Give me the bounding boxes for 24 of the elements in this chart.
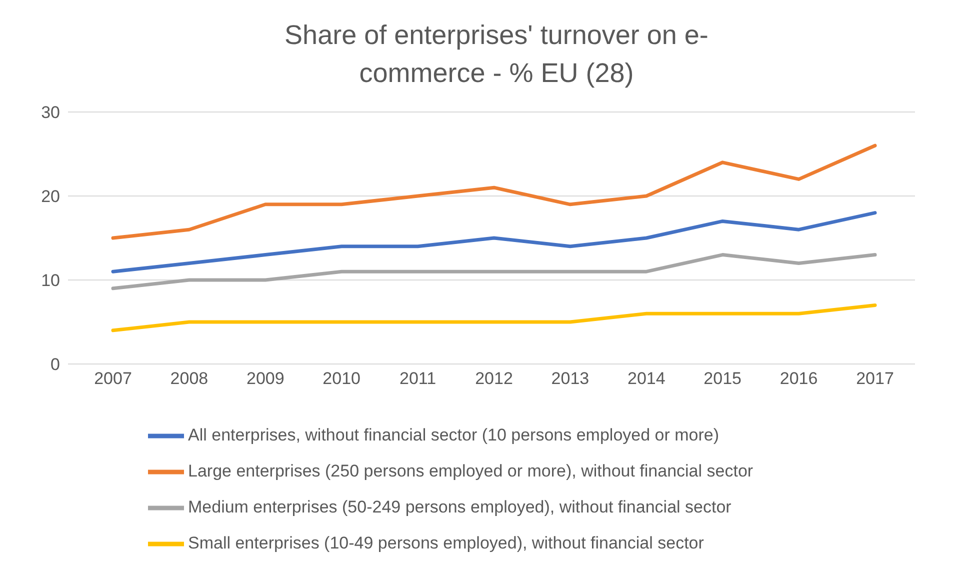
x-tick-label: 2011 bbox=[400, 369, 436, 388]
y-tick-label: 0 bbox=[50, 355, 60, 374]
legend-label: Large enterprises (250 persons employed or more), without financial sector bbox=[188, 461, 754, 480]
legend-label: All enterprises, without financial sector (10 persons employed or more) bbox=[188, 425, 720, 444]
x-tick-label: 2010 bbox=[322, 369, 361, 388]
x-tick-label: 2015 bbox=[704, 369, 742, 388]
line-series bbox=[111, 144, 877, 240]
legend-label: Small enterprises (10-49 persons employed), without financial sector bbox=[188, 533, 704, 552]
line-series bbox=[111, 253, 877, 290]
chart-title: Share of enterprises' turnover on e-commerce - % EU (28) bbox=[284, 19, 710, 90]
x-tick-label: 2007 bbox=[94, 369, 132, 388]
x-tick-label: 2017 bbox=[856, 369, 894, 388]
x-tick-label: 2016 bbox=[780, 369, 818, 388]
x-tick-label: 2008 bbox=[170, 369, 208, 388]
y-tick-label: 30 bbox=[41, 103, 60, 122]
x-tick-label: 2009 bbox=[246, 369, 284, 388]
x-tick-label: 2012 bbox=[475, 369, 513, 388]
x-tick-label: 2014 bbox=[627, 369, 666, 388]
y-tick-label: 20 bbox=[41, 187, 60, 206]
line-series bbox=[111, 303, 877, 332]
line-series bbox=[111, 211, 877, 274]
legend-label: Medium enterprises (50-249 persons employed), without financial sector bbox=[188, 497, 732, 516]
y-tick-label: 10 bbox=[41, 271, 60, 290]
x-tick-label: 2013 bbox=[551, 369, 590, 388]
